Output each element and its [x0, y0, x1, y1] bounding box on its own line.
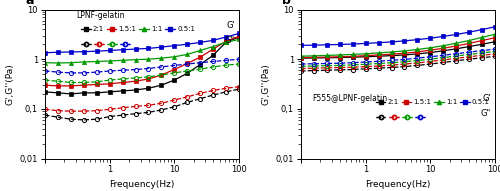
Y-axis label: G',G''(Pa): G',G''(Pa) — [5, 63, 14, 105]
Text: G': G' — [226, 21, 235, 31]
X-axis label: Frequency(Hz): Frequency(Hz) — [366, 180, 430, 189]
Y-axis label: G',G''(Pa): G',G''(Pa) — [261, 63, 270, 105]
Text: LPNF-gelatin: LPNF-gelatin — [76, 11, 124, 20]
Text: a: a — [26, 0, 34, 6]
Text: F555@LPNF-gelatin: F555@LPNF-gelatin — [312, 95, 388, 104]
Text: b: b — [282, 0, 290, 6]
X-axis label: Frequency(Hz): Frequency(Hz) — [110, 180, 174, 189]
Text: G': G' — [482, 95, 491, 104]
Text: G": G" — [225, 36, 235, 45]
Legend: , , , : , , , — [80, 40, 132, 49]
Text: G": G" — [481, 109, 491, 118]
Legend: , , , : , , , — [374, 113, 427, 122]
